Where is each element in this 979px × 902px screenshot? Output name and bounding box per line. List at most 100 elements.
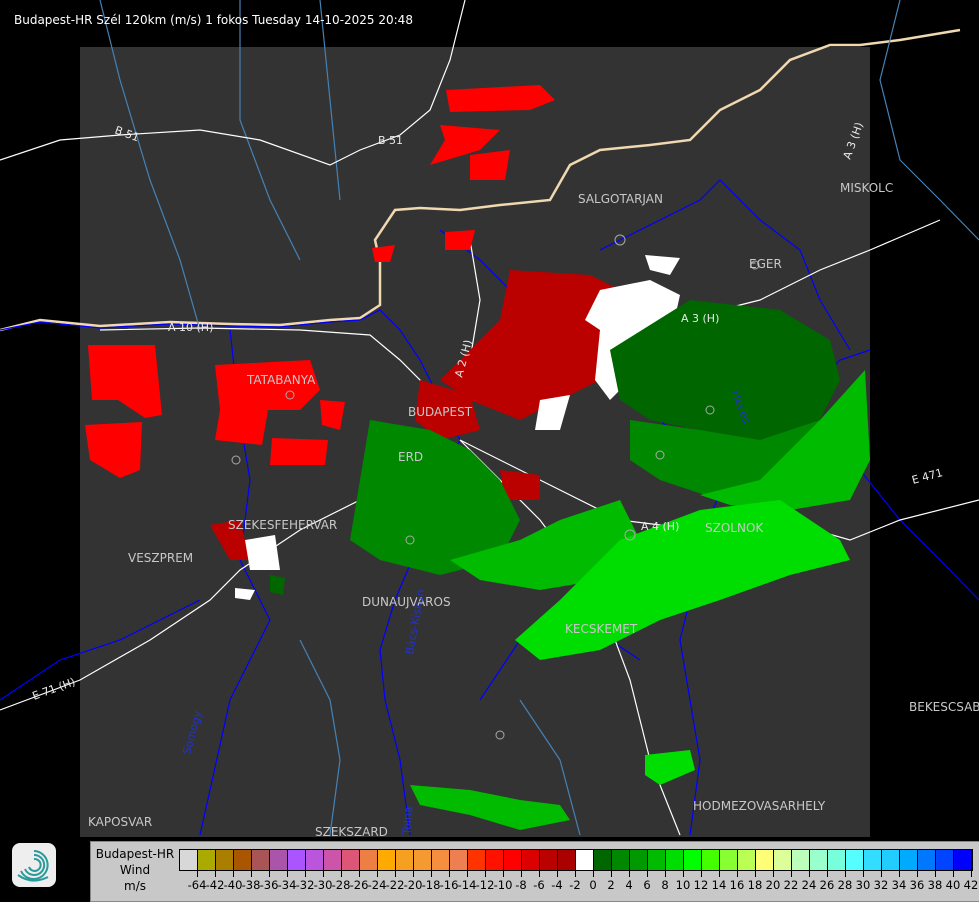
road-label-a10: A 10 (H) [168, 321, 213, 334]
legend-label: -4 [551, 878, 563, 892]
legend-tick [467, 871, 468, 877]
city-label-kaposvar: KAPOSVAR [88, 815, 152, 829]
legend-swatch [486, 850, 504, 870]
legend-label: 6 [643, 878, 651, 892]
legend-unit: m/s [124, 879, 146, 893]
legend-label: 10 [675, 878, 691, 892]
city-label-veszprem: VESZPREM [128, 551, 193, 565]
legend-tick [755, 871, 756, 877]
city-label-szekesfehervar: SZEKESFEHERVAR [228, 518, 337, 532]
legend-label: -16 [439, 878, 459, 892]
legend-label: 42 [963, 878, 979, 892]
legend-label: 18 [747, 878, 763, 892]
legend-swatch [756, 850, 774, 870]
legend-swatch [666, 850, 684, 870]
city-label-dunaujvaros: DUNAUJVAROS [362, 595, 451, 609]
legend-swatch [864, 850, 882, 870]
legend-swatches [179, 849, 973, 871]
city-label-eger: EGER [749, 257, 782, 271]
county-label-tolna: Tolna [400, 806, 416, 836]
legend-swatch [882, 850, 900, 870]
legend-tick [791, 871, 792, 877]
legend-swatch [954, 850, 972, 870]
legend-tick [359, 871, 360, 877]
legend-label: -28 [331, 878, 351, 892]
legend-tick [809, 871, 810, 877]
legend-swatch [918, 850, 936, 870]
legend-tick [305, 871, 306, 877]
legend-tick [377, 871, 378, 877]
legend-tick [665, 871, 666, 877]
minor-river [99, 0, 979, 836]
legend-label: 20 [765, 878, 781, 892]
radar-title: Budapest-HR Szél 120km (m/s) 1 fokos Tue… [14, 13, 413, 27]
road-label-b51-east: B 51 [378, 134, 403, 147]
legend-label: -22 [385, 878, 405, 892]
legend-swatch [684, 850, 702, 870]
city-label-szolnok: SZOLNOK [705, 521, 764, 535]
legend-tick [323, 871, 324, 877]
country-border [0, 28, 961, 332]
legend-label: 2 [607, 878, 615, 892]
legend-label: -32 [295, 878, 315, 892]
legend-swatch [360, 850, 378, 870]
city-label-budapest: BUDAPEST [408, 405, 473, 419]
legend-swatch [432, 850, 450, 870]
legend-quantity: Wind [119, 863, 151, 877]
legend-tick [683, 871, 684, 877]
legend-label: -38 [241, 878, 261, 892]
road-label-a4: A 4 (H) [641, 520, 679, 533]
legend-swatch [774, 850, 792, 870]
city-label-erd: ERD [398, 450, 423, 464]
legend-swatch [288, 850, 306, 870]
legend-swatch [450, 850, 468, 870]
legend-swatch [324, 850, 342, 870]
legend-tick [341, 871, 342, 877]
legend-tick [863, 871, 864, 877]
city-label-tatabanya: TATABANYA [246, 373, 316, 387]
legend-tick [593, 871, 594, 877]
legend-label: -30 [313, 878, 333, 892]
legend-swatch [396, 850, 414, 870]
legend-tick [215, 871, 216, 877]
legend-tick [899, 871, 900, 877]
legend-label: 38 [927, 878, 943, 892]
legend-label: -12 [475, 878, 495, 892]
city-label-kecskemet: KECSKEMET [565, 622, 638, 636]
legend-label: 26 [819, 878, 835, 892]
legend-label: 14 [711, 878, 727, 892]
legend-swatch [900, 850, 918, 870]
legend-tick [539, 871, 540, 877]
legend-swatch [558, 850, 576, 870]
radar-echoes [85, 85, 870, 830]
legend-tick [881, 871, 882, 877]
legend-swatch [522, 850, 540, 870]
legend-label: 16 [729, 878, 745, 892]
legend-swatch [180, 850, 198, 870]
legend-swatch [630, 850, 648, 870]
legend-tick [935, 871, 936, 877]
legend-label: -10 [493, 878, 513, 892]
legend-tick [773, 871, 774, 877]
legend-label: -34 [277, 878, 297, 892]
legend-tick [287, 871, 288, 877]
legend-swatch [936, 850, 954, 870]
legend-label: -6 [533, 878, 545, 892]
legend-label: 36 [909, 878, 925, 892]
legend-tick [521, 871, 522, 877]
legend-tick [269, 871, 270, 877]
legend-tick [719, 871, 720, 877]
legend-swatch [234, 850, 252, 870]
road-label-e471: E 471 [910, 466, 944, 487]
legend-swatch [738, 850, 756, 870]
legend-swatch [720, 850, 738, 870]
legend-tick [647, 871, 648, 877]
legend-label: 4 [625, 878, 633, 892]
legend-label: 40 [945, 878, 961, 892]
legend-swatch [810, 850, 828, 870]
legend-tick [197, 871, 198, 877]
legend-tick [449, 871, 450, 877]
city-label-bekescsaba: BEKESCSAB [909, 700, 979, 714]
legend-label: 32 [873, 878, 889, 892]
